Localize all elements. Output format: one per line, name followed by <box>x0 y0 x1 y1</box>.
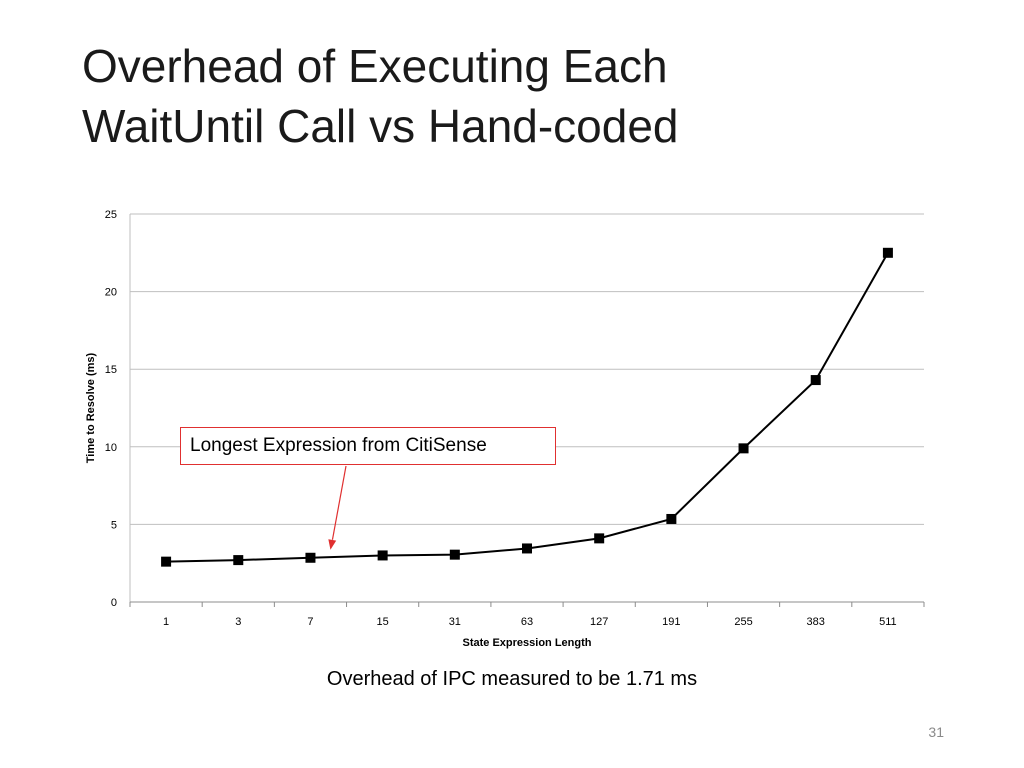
x-tick-label: 15 <box>377 616 389 628</box>
data-point-marker <box>377 550 388 561</box>
axis-labels: State Expression Length Time to Resolve … <box>85 352 592 649</box>
y-tick-label: 20 <box>105 287 117 299</box>
x-tick-label: 7 <box>307 616 313 628</box>
y-tick-label: 25 <box>105 209 117 221</box>
data-series <box>161 247 893 567</box>
annotation-callout: Longest Expression from CitiSense <box>180 427 556 465</box>
y-axis-label: Time to Resolve (ms) <box>85 352 97 463</box>
x-tick-label: 1 <box>163 616 169 628</box>
annotation-arrow-shaft <box>331 465 347 540</box>
y-tick-label: 0 <box>111 597 117 609</box>
data-point-marker <box>449 549 460 560</box>
data-point-marker <box>666 513 677 524</box>
x-tick-label: 383 <box>807 616 825 628</box>
slide-title-line-1: Overhead of Executing Each <box>82 40 668 92</box>
annotation-arrow <box>328 465 347 550</box>
y-tick-label: 10 <box>105 442 117 454</box>
slide-number: 31 <box>928 724 944 740</box>
axes <box>129 214 925 607</box>
data-point-marker <box>810 375 821 386</box>
gridlines <box>130 213 924 525</box>
series-line <box>166 252 889 563</box>
x-axis-label: State Expression Length <box>463 637 592 649</box>
data-point-marker <box>594 533 605 544</box>
x-tick-label: 31 <box>449 616 461 628</box>
annotation-arrow-head <box>328 539 337 550</box>
y-tick-label: 15 <box>105 364 117 376</box>
x-tick-label: 127 <box>590 616 608 628</box>
x-tick-label: 63 <box>521 616 533 628</box>
x-tick-label: 255 <box>734 616 752 628</box>
data-point-marker <box>522 543 532 554</box>
x-tick-label: 511 <box>879 616 897 628</box>
y-tick-label: 5 <box>111 519 117 531</box>
x-tick-label: 3 <box>235 616 241 628</box>
slide-title-line-2: WaitUntil Call vs Hand-coded <box>82 100 679 152</box>
tick-labels: 0 5 10 15 20 25 1 3 7 15 31 63 127 191 255 383 511 <box>105 209 897 628</box>
data-point-marker <box>161 556 172 567</box>
data-point-marker <box>305 552 316 563</box>
slide-title: Overhead of Executing Each WaitUntil Cal… <box>82 36 679 156</box>
x-tick-label: 191 <box>662 616 680 628</box>
data-point-marker <box>738 443 749 454</box>
data-point-marker <box>882 247 893 258</box>
data-point-marker <box>233 555 244 566</box>
caption: Overhead of IPC measured to be 1.71 ms <box>326 668 698 690</box>
